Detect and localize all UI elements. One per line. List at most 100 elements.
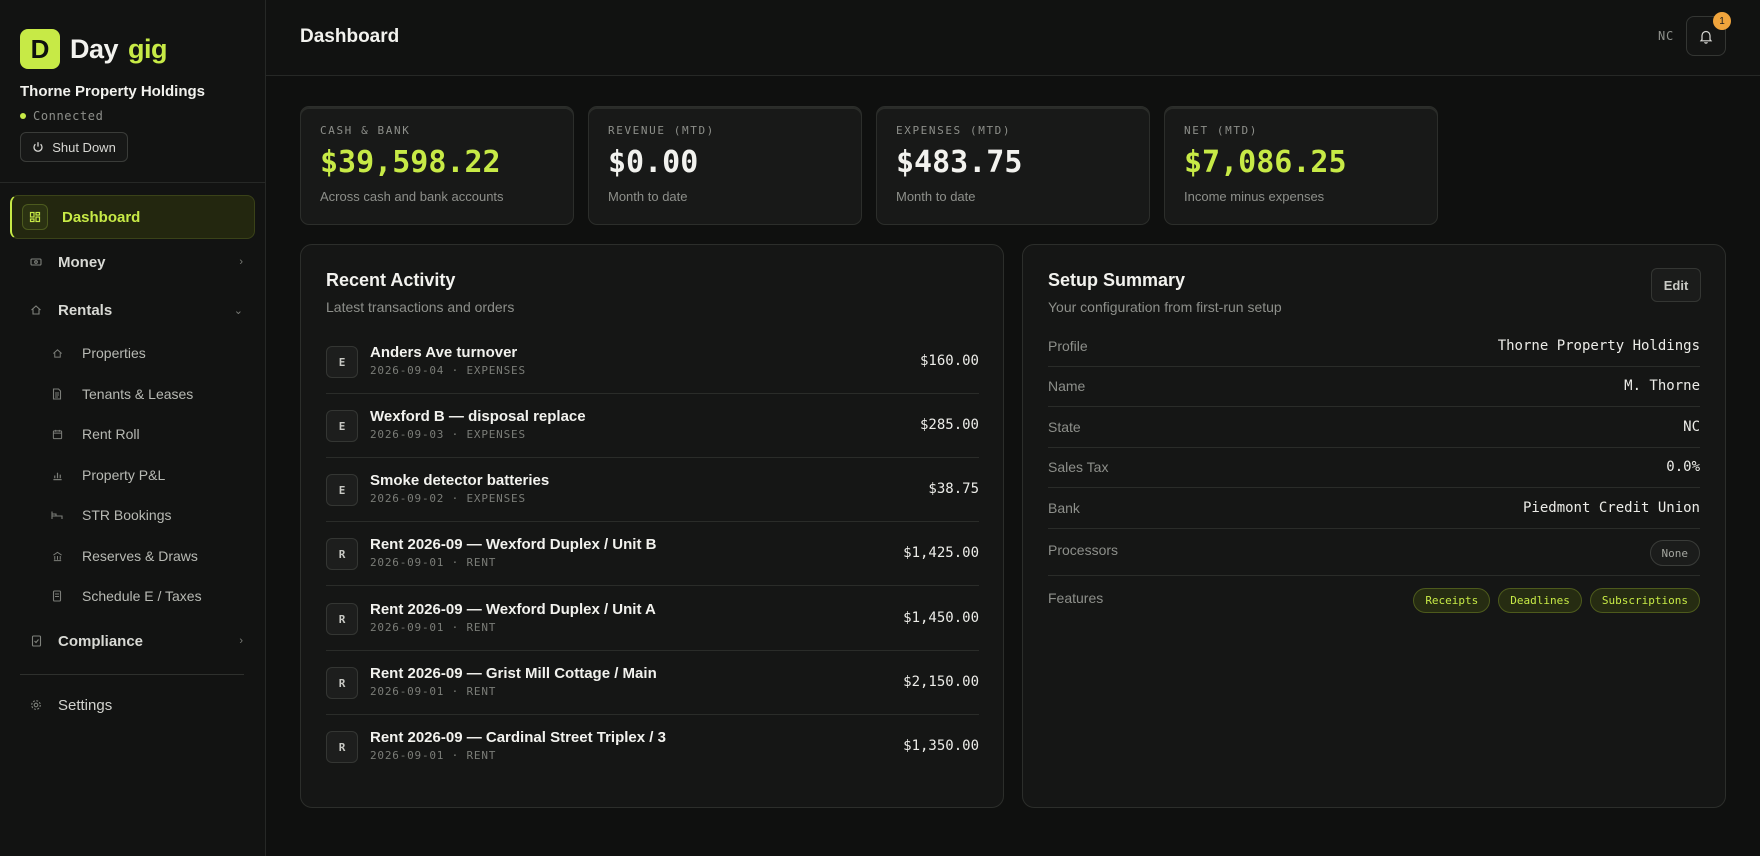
- bank-icon: [50, 551, 64, 562]
- activity-amount: $160.00: [919, 353, 979, 369]
- nav-item-compliance[interactable]: Compliance ›: [10, 619, 255, 663]
- tax-form-icon: [50, 590, 64, 602]
- nav-subitem-str-bookings[interactable]: STR Bookings: [50, 500, 250, 530]
- shutdown-label: Shut Down: [52, 139, 116, 155]
- stat-card-expenses: EXPENSES (MTD) $483.75 Month to date: [876, 106, 1150, 225]
- nav-subitem-rent-roll[interactable]: Rent Roll: [50, 419, 250, 449]
- setup-row-label: Bank: [1048, 500, 1080, 516]
- panel-subtitle: Latest transactions and orders: [326, 299, 515, 315]
- stat-value: $7,086.25: [1184, 145, 1347, 180]
- activity-type-badge: R: [326, 603, 358, 635]
- stat-label: NET (MTD): [1184, 124, 1259, 137]
- setup-row-label: Sales Tax: [1048, 459, 1109, 475]
- nav-subitem-schedule-e-taxes[interactable]: Schedule E / Taxes: [50, 581, 250, 611]
- activity-row[interactable]: R Rent 2026-09 — Wexford Duplex / Unit A…: [326, 587, 979, 651]
- activity-amount: $1,425.00: [903, 545, 979, 561]
- activity-amount: $38.75: [928, 481, 979, 497]
- setup-row-processors: Processors None: [1048, 529, 1700, 576]
- activity-row[interactable]: R Rent 2026-09 — Cardinal Street Triplex…: [326, 715, 979, 779]
- activity-row[interactable]: E Wexford B — disposal replace 2026-09-0…: [326, 394, 979, 458]
- document-icon: [50, 388, 64, 400]
- activity-row[interactable]: R Rent 2026-09 — Grist Mill Cottage / Ma…: [326, 651, 979, 715]
- chevron-right-icon: ›: [239, 635, 243, 647]
- shutdown-button[interactable]: Shut Down: [20, 132, 128, 162]
- sidebar-divider: [20, 674, 244, 675]
- activity-row[interactable]: E Smoke detector batteries 2026-09-02 · …: [326, 458, 979, 522]
- brand-logo-icon: D: [20, 29, 60, 69]
- stat-subtext: Month to date: [896, 189, 976, 204]
- setup-row-label: Name: [1048, 378, 1086, 394]
- setup-row-label: Profile: [1048, 338, 1088, 354]
- nav-subitem-label: Rent Roll: [82, 426, 140, 442]
- setup-row-profile: Profile Thorne Property Holdings: [1048, 327, 1700, 367]
- activity-meta: 2026-09-03 · EXPENSES: [370, 428, 526, 441]
- activity-row[interactable]: E Anders Ave turnover 2026-09-04 · EXPEN…: [326, 330, 979, 394]
- feature-pill-receipts: Receipts: [1413, 588, 1491, 613]
- activity-title: Wexford B — disposal replace: [370, 408, 586, 425]
- brand[interactable]: D Day gig: [20, 29, 168, 69]
- feature-pills: Receipts Deadlines Subscriptions: [1413, 588, 1700, 613]
- chevron-down-icon: ⌄: [233, 304, 243, 317]
- activity-type-badge: R: [326, 731, 358, 763]
- activity-row[interactable]: R Rent 2026-09 — Wexford Duplex / Unit B…: [326, 522, 979, 586]
- setup-row-label: Features: [1048, 590, 1104, 606]
- nav-subitem-label: Properties: [82, 345, 146, 361]
- activity-meta: 2026-09-02 · EXPENSES: [370, 492, 526, 505]
- activity-type-badge: E: [326, 346, 358, 378]
- feature-pill-subscriptions: Subscriptions: [1589, 588, 1700, 613]
- nav-subitem-properties[interactable]: Properties: [50, 338, 250, 368]
- activity-meta: 2026-09-04 · EXPENSES: [370, 364, 526, 377]
- activity-meta: 2026-09-01 · RENT: [370, 556, 497, 569]
- panel-title: Setup Summary: [1048, 270, 1186, 290]
- nav-label-rentals: Rentals: [58, 301, 113, 319]
- panel-subtitle: Your configuration from first-run setup: [1048, 299, 1282, 315]
- activity-title: Rent 2026-09 — Wexford Duplex / Unit A: [370, 601, 656, 618]
- sidebar: D Day gig Thorne Property Holdings Conne…: [0, 0, 266, 856]
- nav-label-compliance: Compliance: [58, 632, 144, 650]
- header-state-code: NC: [1658, 29, 1675, 43]
- activity-amount: $285.00: [919, 417, 979, 433]
- activity-title: Rent 2026-09 — Grist Mill Cottage / Main: [370, 665, 657, 682]
- power-icon: [33, 142, 43, 152]
- nav-subitem-label: Schedule E / Taxes: [82, 588, 202, 604]
- activity-meta: 2026-09-01 · RENT: [370, 749, 497, 762]
- home-icon: [28, 304, 44, 316]
- nav-item-money[interactable]: Money ›: [10, 240, 255, 284]
- activity-type-badge: R: [326, 538, 358, 570]
- brand-name-day: Day: [70, 33, 119, 64]
- activity-title: Anders Ave turnover: [370, 344, 518, 361]
- activity-type-badge: R: [326, 667, 358, 699]
- top-header: Dashboard NC 1: [266, 0, 1760, 76]
- connection-status: Connected: [20, 109, 103, 123]
- edit-setup-button[interactable]: Edit: [1651, 268, 1701, 302]
- calendar-icon: [50, 429, 64, 440]
- panel-title: Recent Activity: [326, 270, 456, 290]
- nav-subitem-reserves-draws[interactable]: Reserves & Draws: [50, 541, 250, 571]
- nav-item-rentals[interactable]: Rentals ⌄: [10, 288, 255, 332]
- sidebar-divider: [0, 182, 266, 183]
- stat-subtext: Across cash and bank accounts: [320, 189, 504, 204]
- notifications-button[interactable]: [1686, 16, 1726, 56]
- nav-subitem-tenants-leases[interactable]: Tenants & Leases: [50, 379, 250, 409]
- nav-item-settings[interactable]: Settings: [10, 683, 255, 727]
- setup-row-value: M. Thorne: [1624, 378, 1700, 394]
- nav-subitem-label: STR Bookings: [82, 507, 172, 523]
- recent-activity-panel: Recent Activity Latest transactions and …: [300, 244, 1004, 808]
- checklist-icon: [28, 635, 44, 647]
- setup-row-value: Thorne Property Holdings: [1497, 338, 1700, 354]
- stat-card-revenue: REVENUE (MTD) $0.00 Month to date: [588, 106, 862, 225]
- chevron-right-icon: ›: [239, 256, 243, 268]
- status-dot-icon: [20, 113, 26, 119]
- dashboard-icon: [22, 204, 48, 230]
- bar-chart-icon: [50, 470, 64, 481]
- activity-amount: $2,150.00: [903, 674, 979, 690]
- nav-item-dashboard[interactable]: Dashboard: [10, 195, 255, 239]
- stat-subtext: Income minus expenses: [1184, 189, 1325, 204]
- activity-amount: $1,350.00: [903, 738, 979, 754]
- stat-value: $0.00: [608, 145, 699, 180]
- setup-row-name: Name M. Thorne: [1048, 367, 1700, 407]
- activity-meta: 2026-09-01 · RENT: [370, 685, 497, 698]
- activity-title: Rent 2026-09 — Wexford Duplex / Unit B: [370, 536, 657, 553]
- nav-subitem-property-pl[interactable]: Property P&L: [50, 460, 250, 490]
- stat-label: CASH & BANK: [320, 124, 411, 137]
